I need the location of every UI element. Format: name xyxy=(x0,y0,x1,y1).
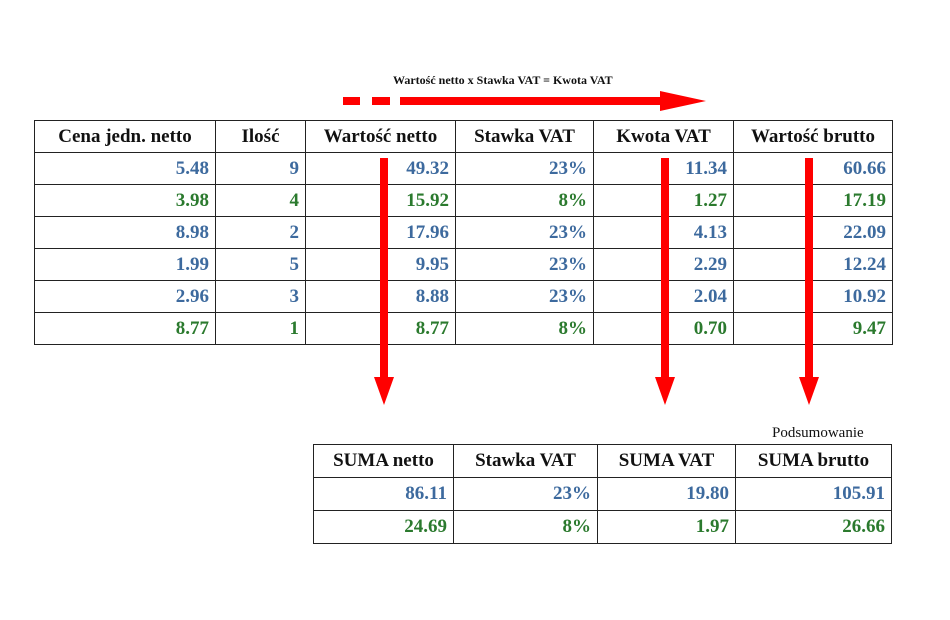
table-cell: 8.88 xyxy=(305,280,456,313)
arrow-down-icon xyxy=(374,377,394,405)
table-cell: 23% xyxy=(455,248,594,281)
column-header: SUMA VAT xyxy=(597,444,736,478)
table-cell: 26.66 xyxy=(735,510,892,544)
table-cell: 1.99 xyxy=(34,248,216,281)
table-cell: 9 xyxy=(215,152,306,185)
table-row: 2.96 3 8.88 23% 2.04 10.92 xyxy=(34,280,893,313)
table-cell: 4.13 xyxy=(593,216,734,249)
table-cell: 15.92 xyxy=(305,184,456,217)
arrow-down-icon xyxy=(799,377,819,405)
table-row: 8.77 1 8.77 8% 0.70 9.47 xyxy=(34,312,893,345)
table-cell: 23% xyxy=(455,216,594,249)
arrow-down-icon xyxy=(655,377,675,405)
table-cell: 3 xyxy=(215,280,306,313)
summary-table: SUMA netto Stawka VAT SUMA VAT SUMA brutto … xyxy=(313,444,892,544)
arrow-shaft xyxy=(400,97,662,105)
column-header: SUMA netto xyxy=(313,444,454,478)
arrow-right-icon xyxy=(660,91,706,111)
column-header: Stawka VAT xyxy=(455,120,594,153)
table-cell: 5.48 xyxy=(34,152,216,185)
table-cell: 23% xyxy=(453,477,598,511)
table-row: 1.99 5 9.95 23% 2.29 12.24 xyxy=(34,248,893,281)
table-cell: 8.77 xyxy=(305,312,456,345)
table-row: 8.98 2 17.96 23% 4.13 22.09 xyxy=(34,216,893,249)
table-cell: 9.47 xyxy=(733,312,893,345)
column-header: Wartość netto xyxy=(305,120,456,153)
main-table: Cena jedn. netto Ilość Wartość netto Stawka… xyxy=(34,120,893,345)
table-cell: 11.34 xyxy=(593,152,734,185)
dash-segment xyxy=(343,97,360,105)
table-cell: 23% xyxy=(455,152,594,185)
table-cell: 17.96 xyxy=(305,216,456,249)
table-cell: 1 xyxy=(215,312,306,345)
column-header: Ilość xyxy=(215,120,306,153)
formula-label: Wartość netto x Stawka VAT = Kwota VAT xyxy=(393,73,613,87)
table-cell: 23% xyxy=(455,280,594,313)
table-row: 24.69 8% 1.97 26.66 xyxy=(313,510,892,544)
column-header: Stawka VAT xyxy=(453,444,598,478)
table-cell: 2.04 xyxy=(593,280,734,313)
table-cell: 2.29 xyxy=(593,248,734,281)
table-cell: 2 xyxy=(215,216,306,249)
table-cell: 3.98 xyxy=(34,184,216,217)
table-cell: 4 xyxy=(215,184,306,217)
dash-segment xyxy=(372,97,390,105)
table-cell: 8.98 xyxy=(34,216,216,249)
table-cell: 22.09 xyxy=(733,216,893,249)
table-cell: 17.19 xyxy=(733,184,893,217)
table-cell: 5 xyxy=(215,248,306,281)
table-cell: 1.27 xyxy=(593,184,734,217)
table-cell: 12.24 xyxy=(733,248,893,281)
table-row: 3.98 4 15.92 8% 1.27 17.19 xyxy=(34,184,893,217)
header-row: Cena jedn. netto Ilość Wartość netto Stawka… xyxy=(34,120,893,153)
summary-caption: Podsumowanie xyxy=(772,425,864,441)
header-row: SUMA netto Stawka VAT SUMA VAT SUMA brutto xyxy=(313,444,892,478)
table-cell: 86.11 xyxy=(313,477,454,511)
table-cell: 49.32 xyxy=(305,152,456,185)
table-cell: 9.95 xyxy=(305,248,456,281)
table-cell: 8.77 xyxy=(34,312,216,345)
table-cell: 105.91 xyxy=(735,477,892,511)
table-cell: 19.80 xyxy=(597,477,736,511)
table-cell: 1.97 xyxy=(597,510,736,544)
table-row: 5.48 9 49.32 23% 11.34 60.66 xyxy=(34,152,893,185)
table-cell: 24.69 xyxy=(313,510,454,544)
column-header: Wartość brutto xyxy=(733,120,893,153)
table-cell: 8% xyxy=(455,184,594,217)
table-cell: 2.96 xyxy=(34,280,216,313)
column-header: SUMA brutto xyxy=(735,444,892,478)
column-header: Kwota VAT xyxy=(593,120,734,153)
table-cell: 60.66 xyxy=(733,152,893,185)
table-cell: 10.92 xyxy=(733,280,893,313)
table-cell: 8% xyxy=(455,312,594,345)
table-cell: 0.70 xyxy=(593,312,734,345)
table-row: 86.11 23% 19.80 105.91 xyxy=(313,477,892,511)
table-cell: 8% xyxy=(453,510,598,544)
column-header: Cena jedn. netto xyxy=(34,120,216,153)
